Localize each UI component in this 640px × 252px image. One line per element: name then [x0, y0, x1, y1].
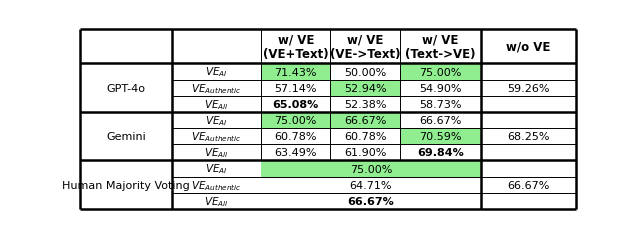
Text: 58.73%: 58.73% — [419, 100, 461, 109]
Text: 60.78%: 60.78% — [344, 132, 387, 142]
Text: 65.08%: 65.08% — [273, 100, 319, 109]
Text: 75.00%: 75.00% — [419, 67, 461, 77]
Text: $VE_{AI}$: $VE_{AI}$ — [205, 65, 228, 79]
Bar — [261, 64, 330, 80]
Text: $VE_{Authentic}$: $VE_{Authentic}$ — [191, 178, 242, 192]
Text: 66.67%: 66.67% — [507, 180, 550, 190]
Text: 57.14%: 57.14% — [275, 83, 317, 93]
Text: 60.78%: 60.78% — [275, 132, 317, 142]
Text: $VE_{All}$: $VE_{All}$ — [204, 146, 228, 160]
Text: 66.67%: 66.67% — [344, 116, 387, 125]
Text: $VE_{All}$: $VE_{All}$ — [204, 98, 228, 111]
Bar — [400, 129, 481, 145]
Text: 50.00%: 50.00% — [344, 67, 387, 77]
Text: 54.90%: 54.90% — [419, 83, 461, 93]
Text: 75.00%: 75.00% — [275, 116, 317, 125]
Text: $VE_{AI}$: $VE_{AI}$ — [205, 162, 228, 176]
Text: 64.71%: 64.71% — [349, 180, 392, 190]
Text: $VE_{AI}$: $VE_{AI}$ — [205, 114, 228, 128]
Text: 66.67%: 66.67% — [348, 196, 394, 206]
Bar — [400, 64, 481, 80]
Text: 68.25%: 68.25% — [507, 132, 550, 142]
Text: w/o VE: w/o VE — [506, 41, 550, 54]
Text: GPT-4o: GPT-4o — [106, 83, 145, 93]
Text: w/ VE
(VE+Text): w/ VE (VE+Text) — [263, 33, 328, 61]
Bar — [261, 112, 330, 129]
Text: 75.00%: 75.00% — [349, 164, 392, 174]
Text: $VE_{Authentic}$: $VE_{Authentic}$ — [191, 81, 242, 95]
Text: 61.90%: 61.90% — [344, 148, 387, 158]
Text: $VE_{All}$: $VE_{All}$ — [204, 194, 228, 208]
Text: 70.59%: 70.59% — [419, 132, 461, 142]
Text: Gemini: Gemini — [106, 132, 146, 142]
Text: 66.67%: 66.67% — [419, 116, 461, 125]
Text: w/ VE
(Text->VE): w/ VE (Text->VE) — [405, 33, 476, 61]
Bar — [261, 161, 481, 177]
Text: 69.84%: 69.84% — [417, 148, 464, 158]
Text: 52.94%: 52.94% — [344, 83, 387, 93]
Text: 63.49%: 63.49% — [275, 148, 317, 158]
Bar — [330, 112, 400, 129]
Text: 52.38%: 52.38% — [344, 100, 387, 109]
Bar — [330, 80, 400, 97]
Text: $VE_{Authentic}$: $VE_{Authentic}$ — [191, 130, 242, 144]
Text: Human Majority Voting: Human Majority Voting — [62, 180, 189, 190]
Text: 71.43%: 71.43% — [275, 67, 317, 77]
Text: w/ VE
(VE->Text): w/ VE (VE->Text) — [330, 33, 401, 61]
Text: 59.26%: 59.26% — [507, 83, 550, 93]
